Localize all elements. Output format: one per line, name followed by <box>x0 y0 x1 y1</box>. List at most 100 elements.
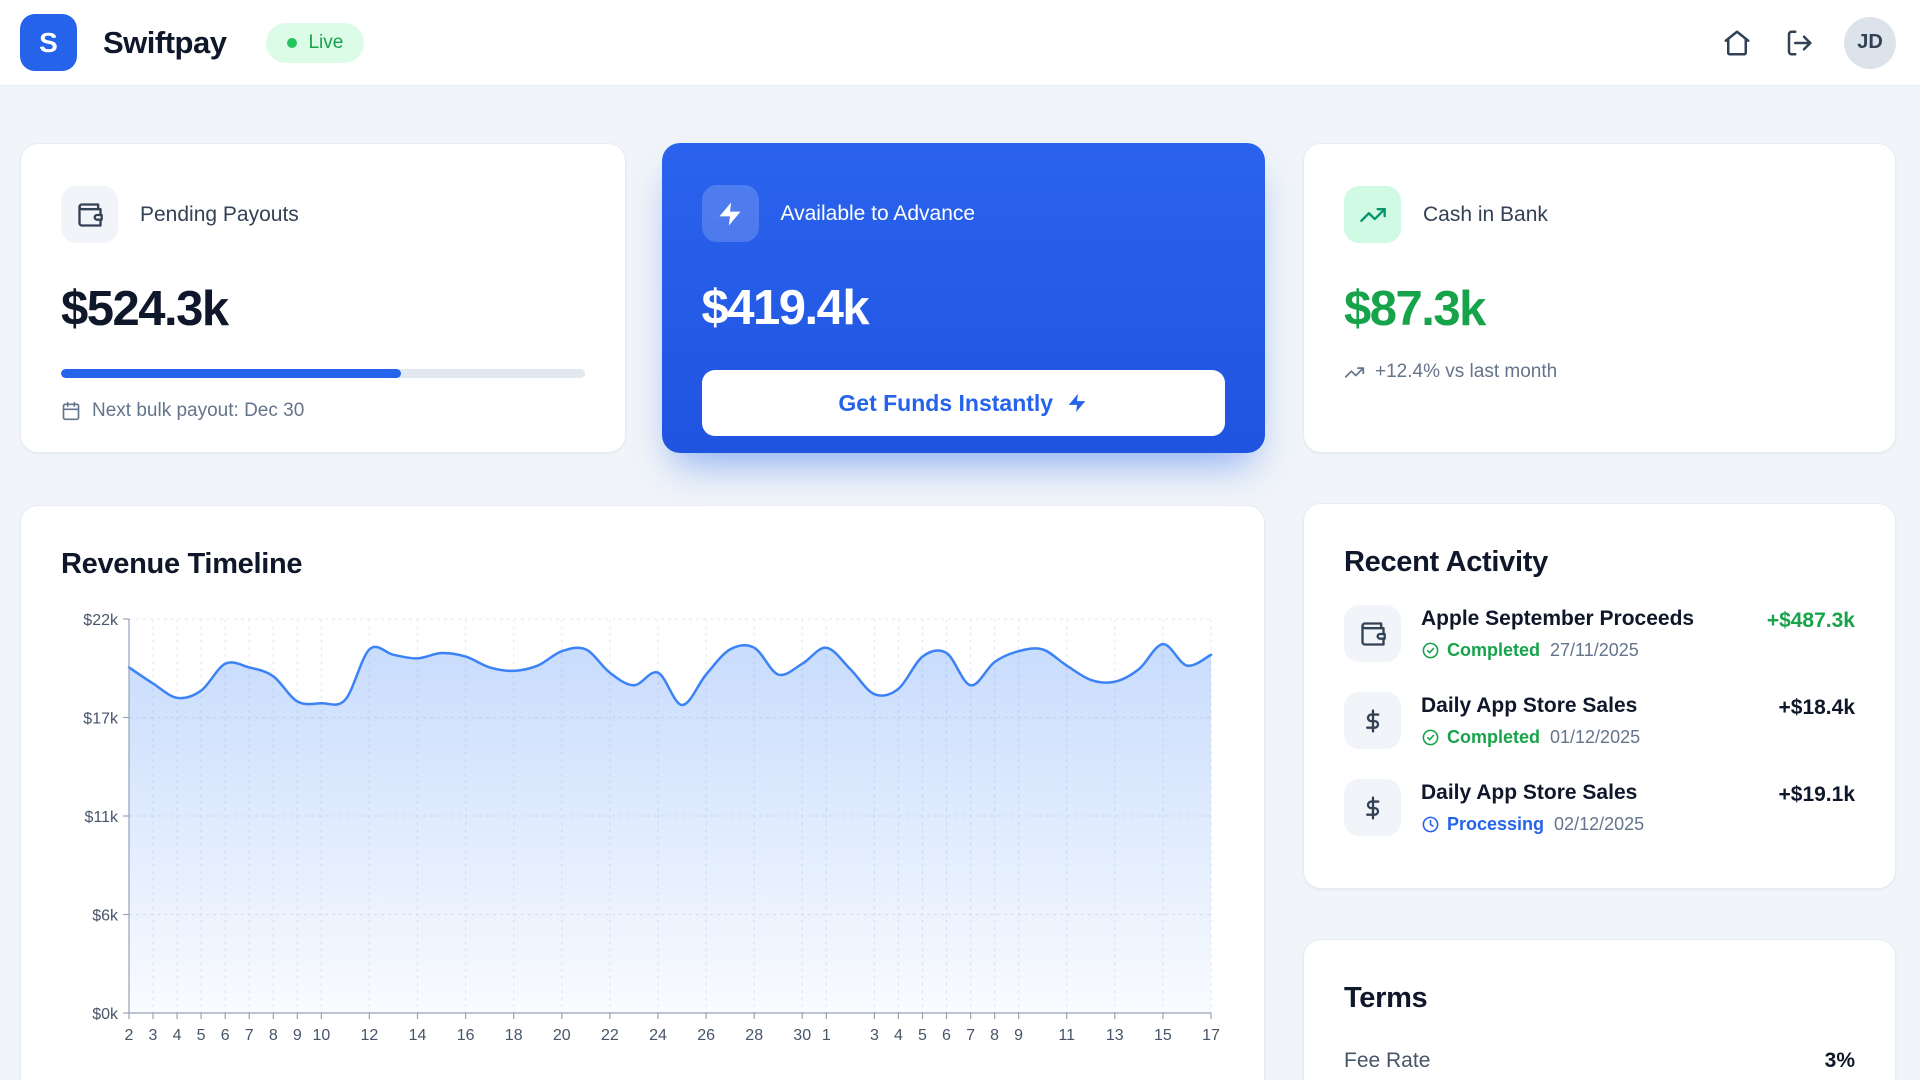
check-circle-icon <box>1422 642 1439 659</box>
recent-activity-title: Recent Activity <box>1344 546 1548 578</box>
next-payout-row: Next bulk payout: Dec 30 <box>61 400 585 422</box>
revenue-timeline-card: Revenue Timeline 2 3 4 5 6 7 8 9 10 12 14 16 18 20 22 2… <box>20 505 1265 1080</box>
cash-in-bank-title: Cash in Bank <box>1423 202 1548 226</box>
svg-text:6: 6 <box>942 1027 951 1044</box>
get-funds-label: Get Funds Instantly <box>838 389 1054 416</box>
app-title: Swiftpay <box>103 24 227 60</box>
wallet-icon <box>77 202 103 227</box>
check-circle-icon <box>1422 729 1439 746</box>
cash-in-bank-amount: $87.3k <box>1344 282 1486 336</box>
svg-text:9: 9 <box>293 1027 302 1044</box>
svg-text:2: 2 <box>125 1027 134 1044</box>
svg-text:30: 30 <box>793 1027 811 1044</box>
activity-row[interactable]: Apple September Proceeds Completed 27/11… <box>1344 605 1855 662</box>
svg-text:10: 10 <box>313 1027 331 1044</box>
activity-name: Apple September Proceeds <box>1421 607 1695 630</box>
cash-delta-row: +12.4% vs last month <box>1344 361 1855 383</box>
activity-row[interactable]: Daily App Store Sales Processing 02/12/2… <box>1344 779 1855 836</box>
wallet-icon-box <box>1344 605 1401 662</box>
recent-activity-card: Recent Activity Apple September Proceeds <box>1303 503 1896 889</box>
svg-text:15: 15 <box>1154 1027 1172 1044</box>
svg-text:$22k: $22k <box>83 612 119 629</box>
svg-text:3: 3 <box>870 1027 879 1044</box>
live-badge-label: Live <box>308 31 344 53</box>
wallet-icon-box <box>61 186 118 243</box>
svg-text:20: 20 <box>553 1027 571 1044</box>
fee-rate-label: Fee Rate <box>1344 1049 1431 1072</box>
home-button[interactable] <box>1720 26 1754 60</box>
svg-text:8: 8 <box>990 1027 999 1044</box>
wallet-icon <box>1360 621 1386 646</box>
activity-status: Completed <box>1421 640 1540 661</box>
clock-icon <box>1422 816 1439 833</box>
trending-up-icon-box <box>1344 186 1401 243</box>
activity-list: Apple September Proceeds Completed 27/11… <box>1344 605 1855 836</box>
svg-text:1: 1 <box>822 1027 831 1044</box>
activity-status: Processing <box>1421 814 1544 835</box>
svg-text:5: 5 <box>197 1027 206 1044</box>
activity-status: Completed <box>1421 727 1540 748</box>
svg-text:16: 16 <box>457 1027 475 1044</box>
calendar-icon <box>62 401 80 421</box>
pending-payouts-amount: $524.3k <box>61 282 229 336</box>
pending-payouts-card: Pending Payouts $524.3k Next bulk payout… <box>20 143 626 453</box>
svg-text:14: 14 <box>409 1027 427 1044</box>
svg-text:13: 13 <box>1106 1027 1124 1044</box>
revenue-chart: 2 3 4 5 6 7 8 9 10 12 14 16 18 20 22 24 26 28 30 1 3 4 5 6 7 8 9 11… <box>61 605 1224 1065</box>
avatar[interactable]: JD <box>1844 16 1896 69</box>
svg-text:6: 6 <box>221 1027 230 1044</box>
activity-date: 01/12/2025 <box>1550 727 1641 747</box>
activity-amount: +$487.3k <box>1766 609 1855 632</box>
get-funds-button[interactable]: Get Funds Instantly <box>701 370 1225 436</box>
svg-text:7: 7 <box>245 1027 254 1044</box>
activity-amount: +$18.4k <box>1778 696 1856 719</box>
svg-text:5: 5 <box>918 1027 927 1044</box>
pending-payouts-title: Pending Payouts <box>140 202 299 226</box>
dollar-icon <box>1365 708 1379 733</box>
svg-text:28: 28 <box>745 1027 763 1044</box>
terms-title: Terms <box>1344 982 1428 1014</box>
svg-text:4: 4 <box>173 1027 182 1044</box>
svg-text:$11k: $11k <box>84 809 119 826</box>
activity-amount: +$19.1k <box>1778 783 1856 806</box>
dollar-icon-box <box>1344 779 1401 836</box>
logout-button[interactable] <box>1782 26 1816 60</box>
fee-rate-row: Fee Rate 3% <box>1344 1049 1855 1073</box>
svg-text:24: 24 <box>649 1027 667 1044</box>
dashboard-main: Pending Payouts $524.3k Next bulk payout… <box>0 86 1920 1080</box>
dollar-icon <box>1365 795 1379 820</box>
svg-text:26: 26 <box>697 1027 715 1044</box>
lightning-icon-box <box>701 185 759 242</box>
fee-rate-value: 3% <box>1824 1049 1855 1072</box>
dollar-icon-box <box>1344 692 1401 749</box>
logout-icon <box>1787 30 1812 55</box>
svg-text:12: 12 <box>361 1027 379 1044</box>
lightning-icon <box>719 201 741 226</box>
cash-delta-text: +12.4% vs last month <box>1375 361 1558 382</box>
svg-text:8: 8 <box>269 1027 278 1044</box>
activity-name: Daily App Store Sales <box>1421 694 1638 717</box>
available-advance-amount: $419.4k <box>701 281 870 335</box>
payout-progress-bar <box>61 369 585 378</box>
svg-text:9: 9 <box>1014 1027 1023 1044</box>
svg-text:17: 17 <box>1202 1027 1220 1044</box>
activity-date: 27/11/2025 <box>1550 640 1639 660</box>
trending-up-icon <box>1359 207 1386 222</box>
svg-text:$17k: $17k <box>83 711 119 728</box>
svg-text:3: 3 <box>149 1027 158 1044</box>
app-logo[interactable]: S <box>20 14 77 71</box>
svg-text:$6k: $6k <box>92 908 119 925</box>
available-advance-card: Available to Advance $419.4k Get Funds I… <box>661 143 1265 453</box>
svg-text:22: 22 <box>601 1027 619 1044</box>
svg-text:7: 7 <box>966 1027 975 1044</box>
revenue-timeline-title: Revenue Timeline <box>61 548 303 580</box>
live-dot-icon <box>287 37 298 48</box>
svg-text:4: 4 <box>894 1027 903 1044</box>
available-advance-title: Available to Advance <box>780 201 976 225</box>
svg-text:11: 11 <box>1058 1027 1075 1044</box>
payout-progress-fill <box>61 369 402 378</box>
lightning-icon <box>1068 393 1086 413</box>
activity-row[interactable]: Daily App Store Sales Completed 01/12/20… <box>1344 692 1855 749</box>
activity-date: 02/12/2025 <box>1554 814 1645 834</box>
trend-arrow-icon <box>1344 366 1365 378</box>
